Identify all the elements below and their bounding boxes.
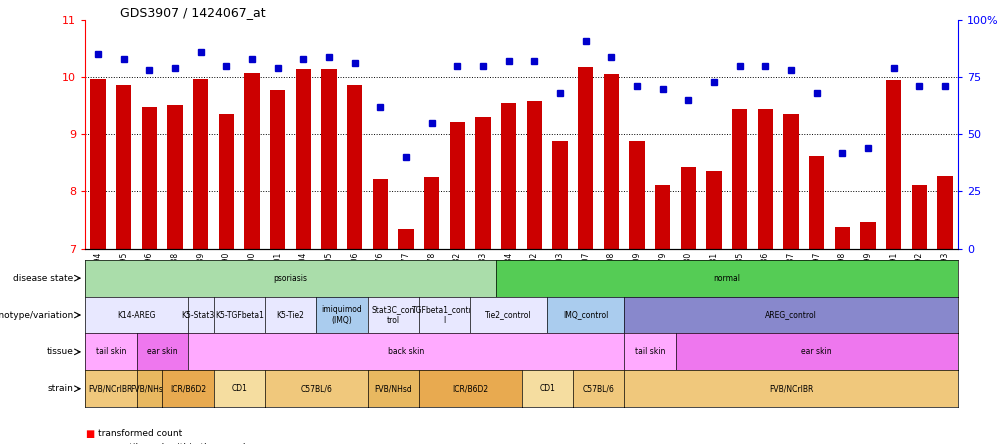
Text: back skin: back skin — [388, 347, 424, 357]
Bar — [860, 222, 875, 444]
Text: ear skin: ear skin — [801, 347, 832, 357]
Bar — [705, 171, 721, 444]
Bar — [192, 79, 208, 444]
Text: normal: normal — [712, 274, 739, 283]
Bar — [680, 167, 695, 444]
Text: K5-Stat3C: K5-Stat3C — [181, 310, 219, 320]
Text: C57BL/6: C57BL/6 — [300, 384, 332, 393]
Text: TGFbeta1_contro
l: TGFbeta1_contro l — [412, 305, 477, 325]
Bar — [244, 72, 260, 444]
Bar — [116, 84, 131, 444]
Bar — [654, 185, 669, 444]
Bar — [321, 68, 337, 444]
Text: ■: ■ — [85, 443, 94, 444]
Text: C57BL/6: C57BL/6 — [582, 384, 614, 393]
Bar — [141, 107, 157, 444]
Text: ■: ■ — [85, 429, 94, 440]
Text: Stat3C_con
trol: Stat3C_con trol — [371, 305, 415, 325]
Bar — [424, 177, 439, 444]
Text: imiquimod
(IMQ): imiquimod (IMQ) — [322, 305, 362, 325]
Text: genotype/variation: genotype/variation — [0, 310, 73, 320]
Bar — [783, 114, 798, 444]
Text: IMQ_control: IMQ_control — [562, 310, 608, 320]
Bar — [501, 103, 516, 444]
Bar — [603, 74, 618, 444]
Bar — [834, 227, 850, 444]
Text: psoriasis: psoriasis — [274, 274, 308, 283]
Text: tissue: tissue — [46, 347, 73, 357]
Bar — [296, 68, 311, 444]
Text: K5-Tie2: K5-Tie2 — [277, 310, 305, 320]
Bar — [90, 79, 105, 444]
Text: GDS3907 / 1424067_at: GDS3907 / 1424067_at — [120, 6, 266, 19]
Bar — [526, 101, 541, 444]
Bar — [628, 141, 644, 444]
Text: FVB/NHsd: FVB/NHsd — [374, 384, 412, 393]
Bar — [757, 109, 773, 444]
Bar — [398, 229, 414, 444]
Text: tail skin: tail skin — [95, 347, 126, 357]
Text: percentile rank within the sample: percentile rank within the sample — [98, 443, 252, 444]
Bar — [577, 67, 593, 444]
Text: strain: strain — [47, 384, 73, 393]
Bar — [449, 122, 465, 444]
Bar — [911, 185, 926, 444]
Text: ICR/B6D2: ICR/B6D2 — [452, 384, 488, 393]
Text: CD1: CD1 — [539, 384, 555, 393]
Bar — [218, 114, 233, 444]
Text: AREG_control: AREG_control — [765, 310, 817, 320]
Text: K14-AREG: K14-AREG — [117, 310, 155, 320]
Bar — [885, 80, 901, 444]
Bar — [270, 90, 286, 444]
Text: tail skin: tail skin — [634, 347, 664, 357]
Text: ICR/B6D2: ICR/B6D2 — [169, 384, 205, 393]
Text: transformed count: transformed count — [98, 429, 182, 438]
Bar — [937, 176, 952, 444]
Text: FVB/NCrIBR: FVB/NCrIBR — [88, 384, 133, 393]
Text: FVB/NHsd: FVB/NHsd — [130, 384, 168, 393]
Bar — [809, 156, 824, 444]
Bar — [475, 117, 490, 444]
Text: CD1: CD1 — [231, 384, 246, 393]
Bar — [167, 105, 182, 444]
Text: Tie2_control: Tie2_control — [485, 310, 531, 320]
Bar — [731, 109, 746, 444]
Text: K5-TGFbeta1: K5-TGFbeta1 — [214, 310, 264, 320]
Text: ear skin: ear skin — [146, 347, 177, 357]
Bar — [373, 179, 388, 444]
Bar — [552, 141, 567, 444]
Bar — [347, 84, 362, 444]
Text: disease state: disease state — [13, 274, 73, 283]
Text: FVB/NCrIBR: FVB/NCrIBR — [769, 384, 813, 393]
